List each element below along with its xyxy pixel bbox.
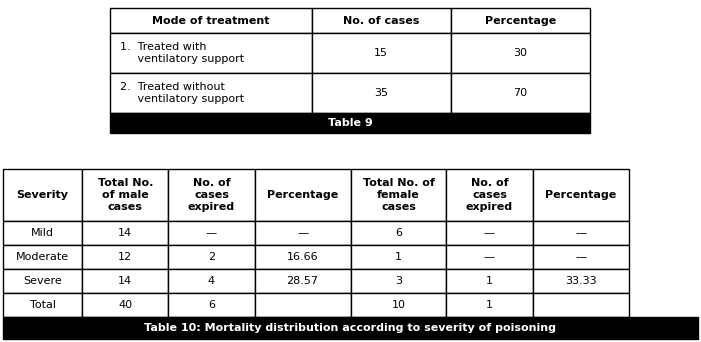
Bar [350, 169, 447, 221]
Bar [533, 245, 629, 269]
Bar [447, 269, 533, 293]
Text: Severe: Severe [23, 276, 62, 286]
Bar [168, 169, 254, 221]
Text: 1: 1 [395, 252, 402, 262]
Text: 70: 70 [513, 88, 527, 98]
Bar [3, 293, 82, 317]
Bar [451, 73, 590, 113]
Text: —: — [206, 228, 217, 238]
Bar [3, 317, 698, 339]
Text: 12: 12 [118, 252, 132, 262]
Text: 15: 15 [374, 48, 388, 58]
Text: 6: 6 [208, 300, 215, 310]
Bar [350, 245, 447, 269]
Text: —: — [484, 228, 495, 238]
Text: 2.  Treated without
     ventilatory support: 2. Treated without ventilatory support [120, 82, 244, 104]
Bar [533, 293, 629, 317]
Bar [82, 293, 168, 317]
Bar [110, 33, 312, 73]
Text: —: — [575, 228, 586, 238]
Bar [451, 8, 590, 33]
Text: 6: 6 [395, 228, 402, 238]
Text: Percentage: Percentage [267, 190, 338, 200]
Bar [254, 169, 350, 221]
Text: 3: 3 [395, 276, 402, 286]
Bar [254, 245, 350, 269]
Bar [447, 293, 533, 317]
Bar [3, 221, 82, 245]
Bar [168, 269, 254, 293]
Text: 35: 35 [374, 88, 388, 98]
Text: 2: 2 [208, 252, 215, 262]
Bar [533, 269, 629, 293]
Bar [3, 245, 82, 269]
Bar [447, 169, 533, 221]
Bar [533, 169, 629, 221]
Bar [254, 221, 350, 245]
Bar [110, 113, 590, 133]
Bar [110, 73, 312, 113]
Bar [82, 221, 168, 245]
Text: No. of
cases
expired: No. of cases expired [466, 179, 513, 212]
Bar [82, 245, 168, 269]
Text: Table 10: Mortality distribution according to severity of poisoning: Table 10: Mortality distribution accordi… [144, 323, 557, 333]
Text: Percentage: Percentage [545, 190, 616, 200]
Text: 14: 14 [118, 228, 132, 238]
Text: Table 9: Table 9 [327, 118, 372, 128]
Bar [168, 245, 254, 269]
Text: Percentage: Percentage [485, 15, 556, 26]
Text: 28.57: 28.57 [287, 276, 318, 286]
Text: 14: 14 [118, 276, 132, 286]
Text: Mild: Mild [31, 228, 54, 238]
Bar [312, 8, 451, 33]
Text: Total No. of
female
cases: Total No. of female cases [362, 179, 435, 212]
Bar [3, 269, 82, 293]
Text: No. of
cases
expired: No. of cases expired [188, 179, 235, 212]
Text: Severity: Severity [17, 190, 69, 200]
Bar [451, 33, 590, 73]
Text: Mode of treatment: Mode of treatment [152, 15, 270, 26]
Bar [350, 293, 447, 317]
Text: 1: 1 [486, 276, 493, 286]
Bar [110, 8, 312, 33]
Text: 30: 30 [513, 48, 527, 58]
Bar [254, 293, 350, 317]
Bar [447, 221, 533, 245]
Bar [447, 245, 533, 269]
Text: 40: 40 [118, 300, 132, 310]
Text: 33.33: 33.33 [565, 276, 597, 286]
Bar [312, 33, 451, 73]
Bar [350, 269, 447, 293]
Bar [82, 169, 168, 221]
Bar [82, 269, 168, 293]
Text: Total: Total [29, 300, 55, 310]
Bar [254, 269, 350, 293]
Text: —: — [575, 252, 586, 262]
Text: 10: 10 [391, 300, 405, 310]
Bar [533, 221, 629, 245]
Bar [168, 221, 254, 245]
Bar [3, 169, 82, 221]
Text: Moderate: Moderate [16, 252, 69, 262]
Text: Total No.
of male
cases: Total No. of male cases [97, 179, 153, 212]
Text: 1.  Treated with
     ventilatory support: 1. Treated with ventilatory support [120, 42, 244, 64]
Text: 16.66: 16.66 [287, 252, 318, 262]
Text: 1: 1 [486, 300, 493, 310]
Bar [168, 293, 254, 317]
Bar [312, 73, 451, 113]
Text: No. of cases: No. of cases [343, 15, 419, 26]
Text: 4: 4 [208, 276, 215, 286]
Text: —: — [297, 228, 308, 238]
Text: —: — [484, 252, 495, 262]
Bar [350, 221, 447, 245]
